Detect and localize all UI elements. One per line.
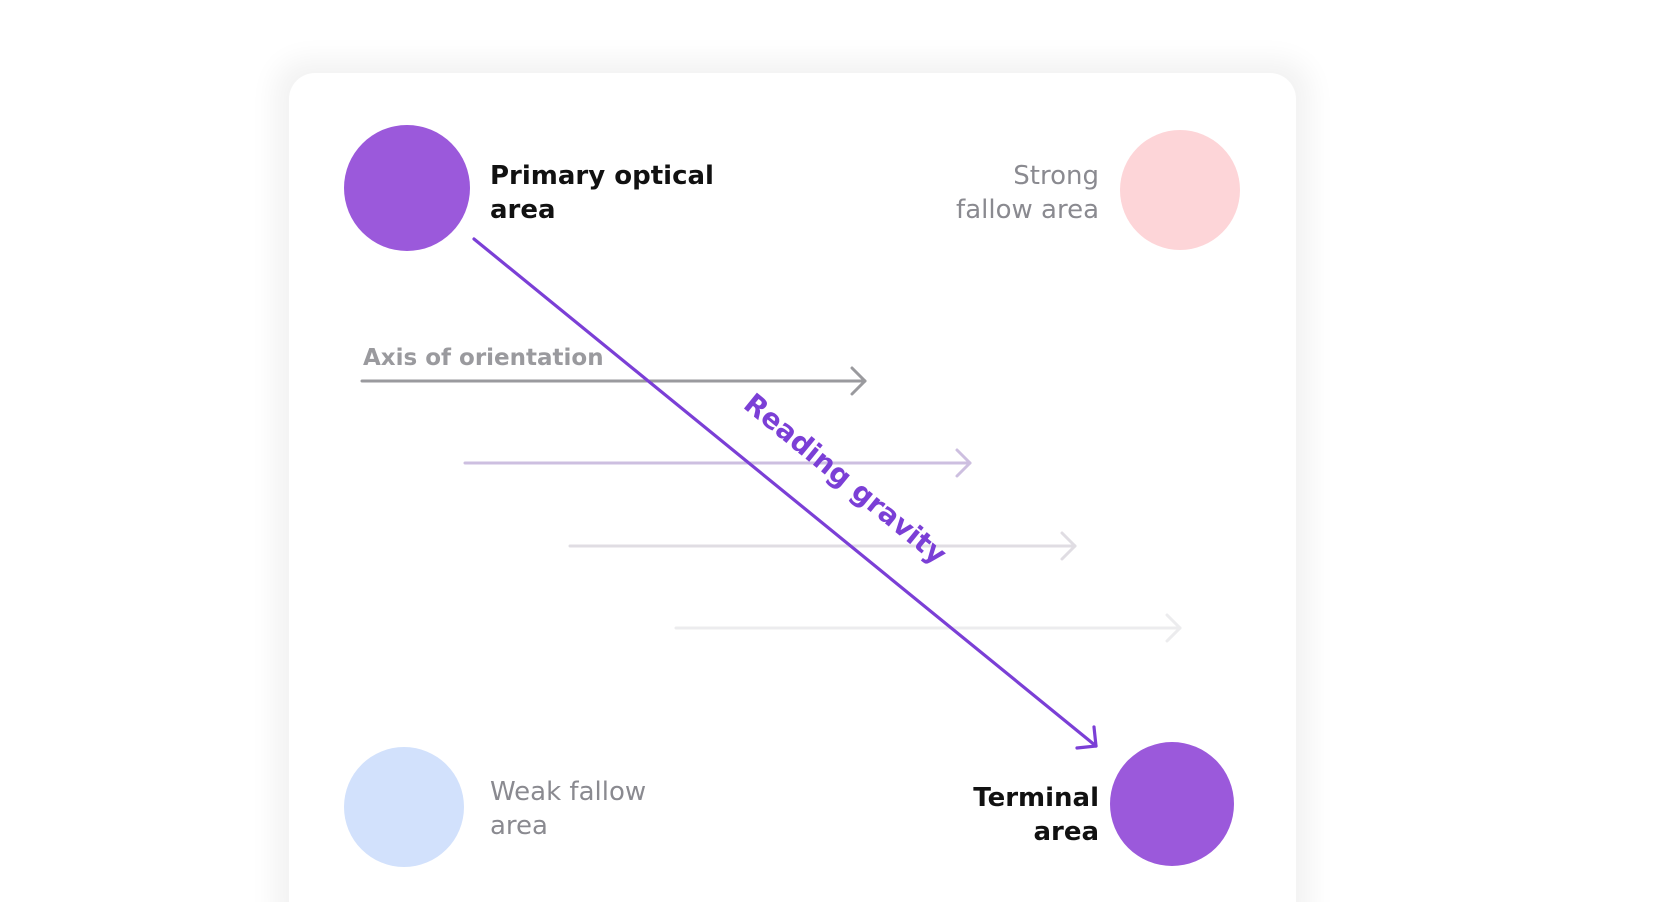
strong-fallow-label-1: Strong	[1013, 161, 1099, 191]
axis-arrow-4	[674, 613, 1182, 643]
weak-fallow-circle	[344, 747, 464, 867]
terminal-label-1: Terminal	[973, 783, 1099, 813]
card	[289, 73, 1296, 902]
axis-arrow-2	[463, 448, 972, 478]
axis-arrow-3	[568, 531, 1077, 561]
terminal-area-circle	[1110, 742, 1234, 866]
axis-arrow-1	[360, 366, 867, 396]
reading-gravity-arrow	[472, 237, 1098, 750]
strong-fallow-label-2: fallow area	[956, 195, 1099, 225]
primary-label-1: Primary optical	[490, 161, 714, 191]
weak-fallow-label-2: area	[490, 811, 548, 841]
axis-label: Axis of orientation	[363, 345, 604, 371]
strong-fallow-circle	[1120, 130, 1240, 250]
primary-label-2: area	[490, 195, 556, 225]
weak-fallow-label-1: Weak fallow	[490, 777, 646, 807]
terminal-label-2: area	[1033, 817, 1099, 847]
primary-area-circle	[344, 125, 470, 251]
